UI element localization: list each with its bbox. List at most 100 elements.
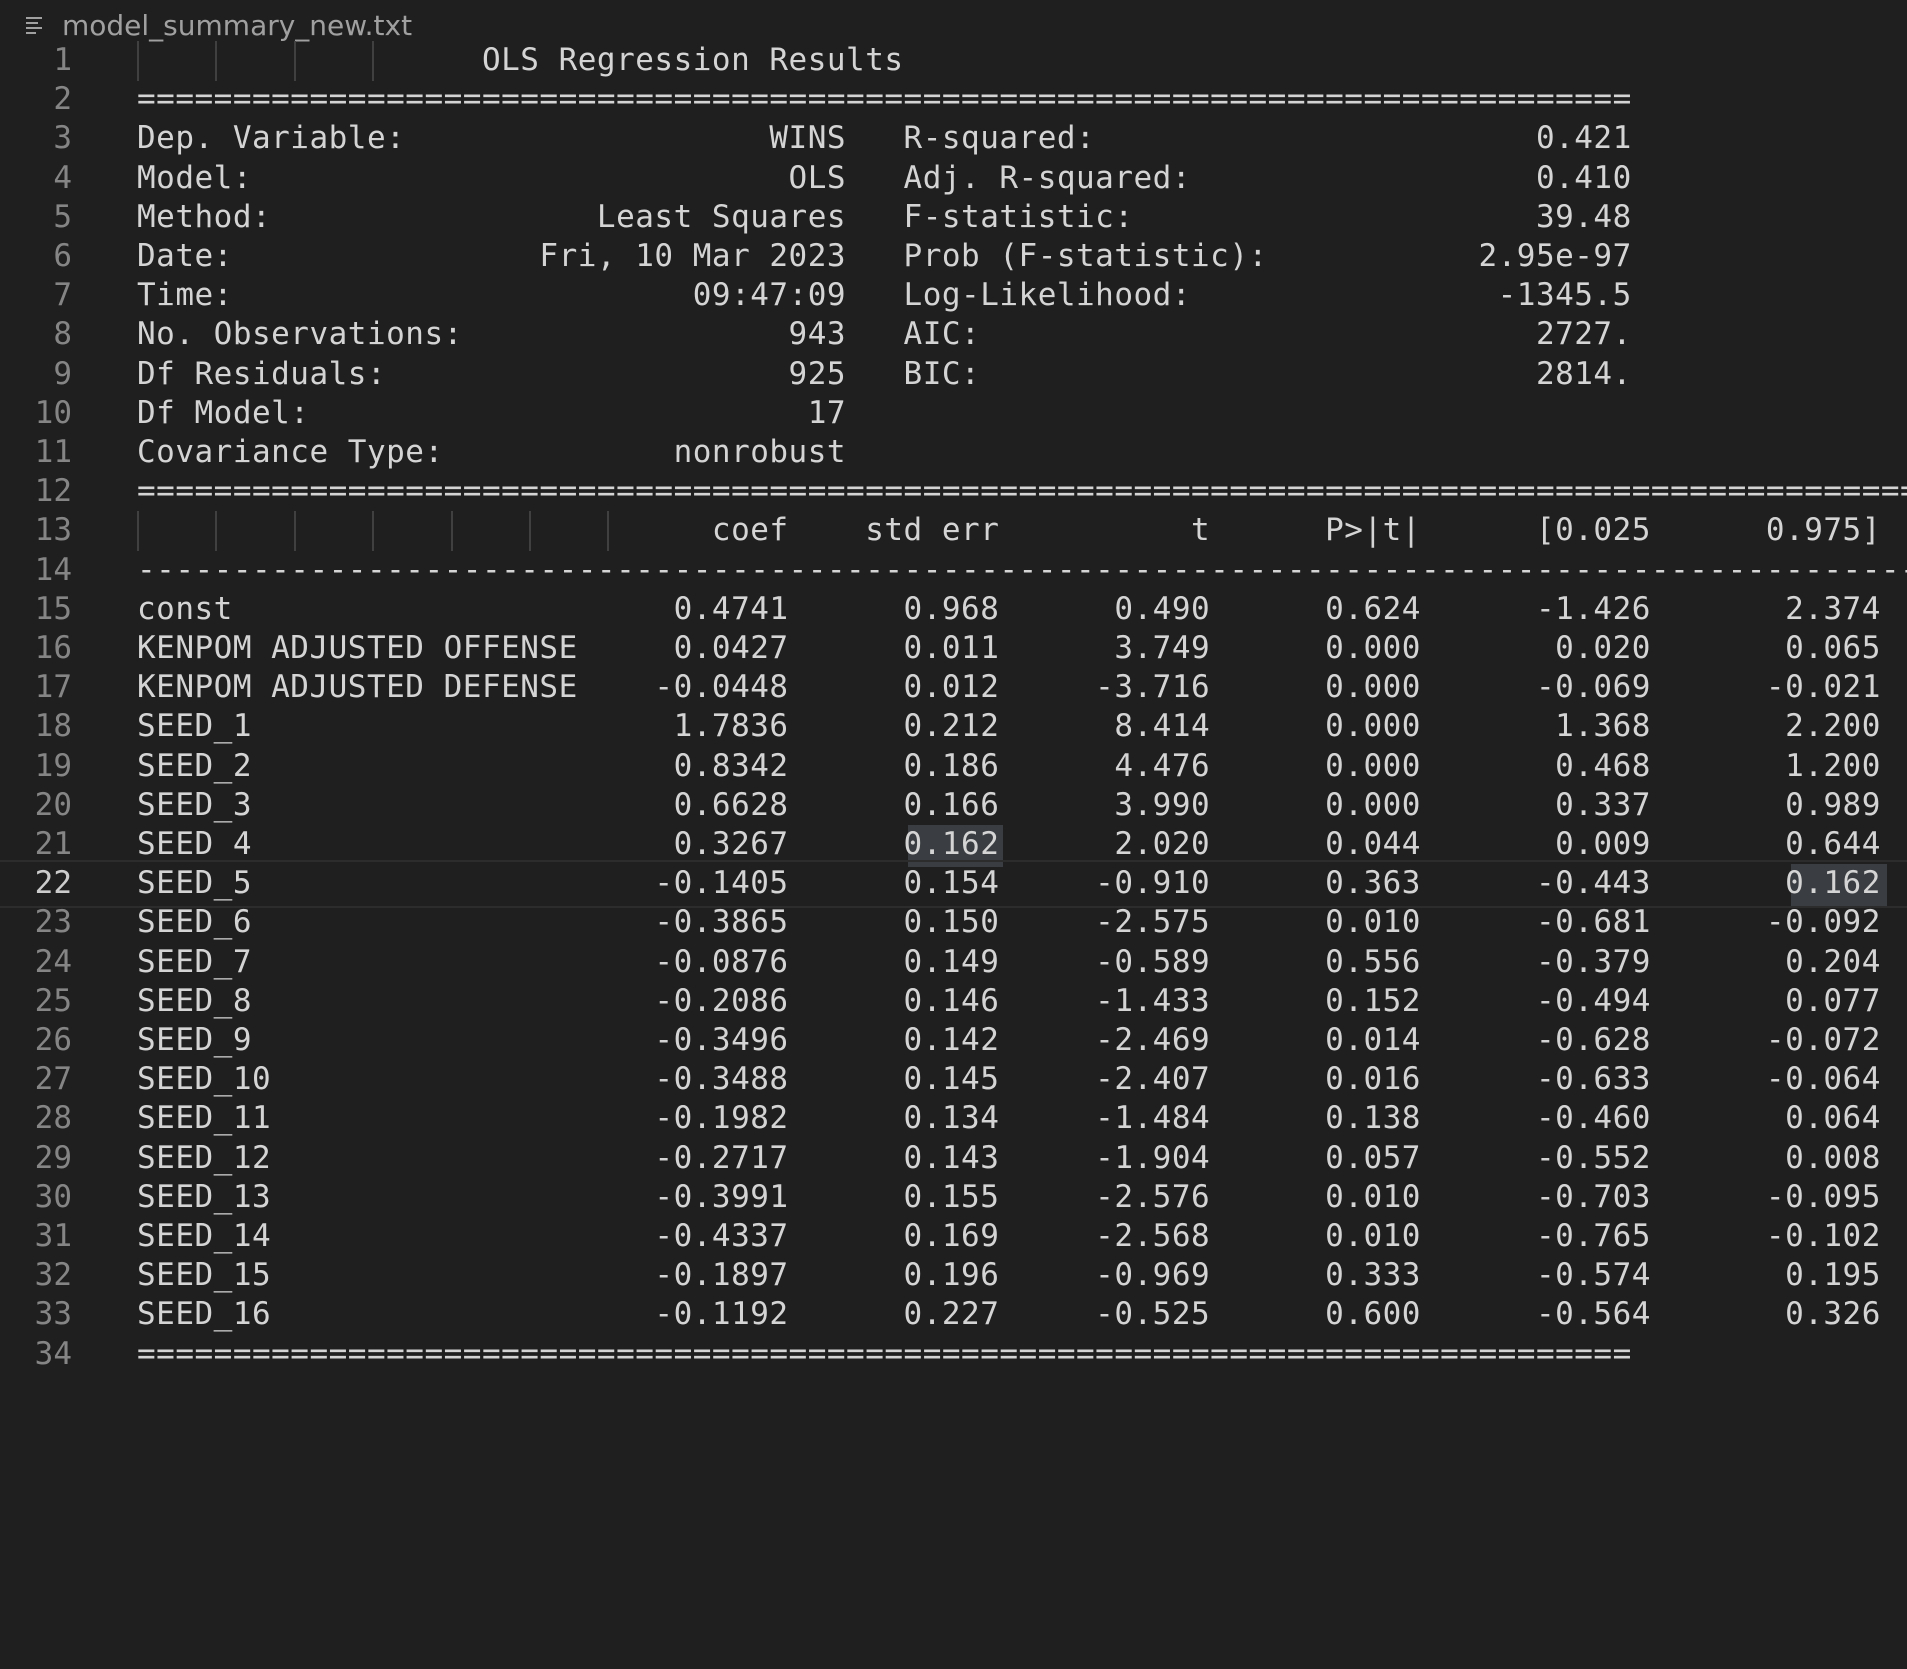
line-text[interactable]: SEED_7 -0.0876 0.149 -0.589 0.556 -0.379… (137, 943, 1881, 980)
editor-tab-bar: model_summary_new.txt (0, 0, 1907, 52)
line-text[interactable]: OLS Regression Results (137, 42, 904, 78)
line-number: 5 (53, 198, 72, 235)
selection-highlight (1791, 864, 1887, 907)
editor-line[interactable]: 13 coef std err t P>|t| [0.025 0.975] (0, 507, 1907, 555)
line-text[interactable]: ----------------------------------------… (137, 551, 1907, 588)
line-number: 2 (53, 81, 72, 118)
line-number: 24 (34, 943, 72, 980)
editor-line[interactable]: 8 No. Observations: 943 AIC: 2727. (0, 311, 1907, 359)
line-number: 18 (34, 708, 72, 745)
line-text[interactable]: SEED_3 0.6628 0.166 3.990 0.000 0.337 0.… (137, 786, 1881, 823)
editor-line[interactable]: 3 Dep. Variable: WINS R-squared: 0.421 (0, 115, 1907, 163)
line-text[interactable]: Date: Fri, 10 Mar 2023 Prob (F-statistic… (137, 238, 1632, 274)
line-number: 10 (34, 394, 72, 431)
editor-line[interactable]: 22 SEED_5 -0.1405 0.154 -0.910 0.363 -0.4… (0, 860, 1907, 908)
editor-line[interactable]: 7 Time: 09:47:09 Log-Likelihood: -1345.5 (0, 272, 1907, 320)
editor-line[interactable]: 16 KENPOM ADJUSTED OFFENSE 0.0427 0.011 3… (0, 625, 1907, 673)
editor-line[interactable]: 19 SEED_2 0.8342 0.186 4.476 0.000 0.468 … (0, 743, 1907, 791)
editor-line[interactable]: 9 Df Residuals: 925 BIC: 2814. (0, 351, 1907, 399)
line-text[interactable]: Model: OLS Adj. R-squared: 0.410 (137, 159, 1632, 196)
line-text[interactable]: SEED_14 -0.4337 0.169 -2.568 0.010 -0.76… (137, 1218, 1881, 1254)
editor-line[interactable]: 30 SEED_13 -0.3991 0.155 -2.576 0.010 -0.… (0, 1174, 1907, 1222)
editor-line[interactable]: 10 Df Model: 17 (0, 390, 1907, 438)
editor-line[interactable]: 29 SEED_12 -0.2717 0.143 -1.904 0.057 -0.… (0, 1135, 1907, 1183)
line-text[interactable]: ========================================… (137, 81, 1632, 118)
editor-line[interactable]: 25 SEED_8 -0.2086 0.146 -1.433 0.152 -0.4… (0, 978, 1907, 1026)
editor-line[interactable]: 1 OLS Regression Results (0, 37, 1907, 85)
indent-guide (137, 41, 139, 81)
line-number: 16 (34, 630, 72, 666)
line-text[interactable]: SEED_13 -0.3991 0.155 -2.576 0.010 -0.70… (137, 1178, 1881, 1215)
indent-guide (215, 511, 218, 552)
line-number: 6 (53, 238, 72, 274)
editor-line[interactable]: 4 Model: OLS Adj. R-squared: 0.410 (0, 155, 1907, 203)
editor-line[interactable]: 27 SEED_10 -0.3488 0.145 -2.407 0.016 -0.… (0, 1056, 1907, 1104)
line-text[interactable]: SEED_12 -0.2717 0.143 -1.904 0.057 -0.55… (137, 1139, 1881, 1176)
line-text[interactable]: No. Observations: 943 AIC: 2727. (137, 316, 1632, 353)
line-number: 26 (34, 1022, 72, 1058)
indent-guide (293, 511, 296, 552)
editor-line[interactable]: 28 SEED_11 -0.1982 0.134 -1.484 0.138 -0.… (0, 1095, 1907, 1143)
line-text[interactable]: Df Residuals: 925 BIC: 2814. (137, 355, 1632, 392)
line-text[interactable]: SEED_10 -0.3488 0.145 -2.407 0.016 -0.63… (137, 1061, 1881, 1098)
line-text[interactable]: coef std err t P>|t| [0.025 0.975] (137, 512, 1881, 549)
editor-line[interactable]: 20 SEED_3 0.6628 0.166 3.990 0.000 0.337 … (0, 782, 1907, 830)
editor-line[interactable]: 26 SEED_9 -0.3496 0.142 -2.469 0.014 -0.6… (0, 1017, 1907, 1065)
indent-guide (372, 41, 375, 81)
tab-title[interactable]: model_summary_new.txt (62, 9, 413, 42)
editor-line[interactable]: 21 SEED_4 0.3267 0.162 2.020 0.044 0.009 … (0, 821, 1907, 869)
editor-line[interactable]: 31 SEED_14 -0.4337 0.169 -2.568 0.010 -0.… (0, 1213, 1907, 1261)
line-text[interactable]: const 0.4741 0.968 0.490 0.624 -1.426 2.… (137, 590, 1881, 627)
line-number: 30 (34, 1178, 72, 1215)
line-text[interactable]: SEED_5 -0.1405 0.154 -0.910 0.363 -0.443… (137, 865, 1881, 902)
editor-line[interactable]: 33 SEED_16 -0.1192 0.227 -0.525 0.600 -0.… (0, 1291, 1907, 1339)
line-number: 17 (34, 669, 72, 706)
line-number: 28 (34, 1100, 72, 1137)
editor-line[interactable]: 24 SEED_7 -0.0876 0.149 -0.589 0.556 -0.3… (0, 939, 1907, 987)
indent-guide (607, 511, 610, 552)
line-text[interactable]: Covariance Type: nonrobust (137, 434, 847, 470)
editor-line[interactable]: 32 SEED_15 -0.1897 0.196 -0.969 0.333 -0.… (0, 1252, 1907, 1300)
line-number: 29 (34, 1139, 72, 1176)
editor-line[interactable]: 12 ======================================… (0, 468, 1907, 516)
lines-icon (26, 17, 42, 34)
indent-guide (372, 511, 375, 552)
line-text[interactable]: SEED_16 -0.1192 0.227 -0.525 0.600 -0.56… (137, 1296, 1881, 1333)
line-text[interactable]: SEED_15 -0.1897 0.196 -0.969 0.333 -0.57… (137, 1257, 1881, 1294)
editor-line[interactable]: 34 ======================================… (0, 1331, 1907, 1379)
editor-line[interactable]: 15 const 0.4741 0.968 0.490 0.624 -1.426 … (0, 586, 1907, 634)
editor-line[interactable]: 14 --------------------------------------… (0, 547, 1907, 595)
indent-guide (529, 511, 531, 552)
line-number: 11 (34, 434, 72, 470)
line-text[interactable]: SEED_8 -0.2086 0.146 -1.433 0.152 -0.494… (137, 982, 1881, 1019)
line-text[interactable]: ========================================… (137, 1335, 1632, 1372)
editor-line[interactable]: 6 Date: Fri, 10 Mar 2023 Prob (F-statisti… (0, 233, 1907, 281)
line-text[interactable]: KENPOM ADJUSTED OFFENSE 0.0427 0.011 3.7… (137, 630, 1881, 666)
editor-line[interactable]: 17 KENPOM ADJUSTED DEFENSE -0.0448 0.012 … (0, 664, 1907, 712)
line-text[interactable]: Method: Least Squares F-statistic: 39.48 (137, 198, 1632, 235)
editor-line[interactable]: 2 =======================================… (0, 76, 1907, 124)
line-text[interactable]: SEED_1 1.7836 0.212 8.414 0.000 1.368 2.… (137, 708, 1881, 745)
line-text[interactable]: SEED_9 -0.3496 0.142 -2.469 0.014 -0.628… (137, 1022, 1881, 1058)
editor-line[interactable]: 11 Covariance Type: nonrobust (0, 429, 1907, 477)
line-text[interactable]: ========================================… (137, 473, 1907, 510)
line-number: 3 (53, 120, 72, 157)
line-number: 1 (53, 42, 72, 78)
line-text[interactable]: Df Model: 17 (137, 394, 847, 431)
editor-line[interactable]: 18 SEED_1 1.7836 0.212 8.414 0.000 1.368 … (0, 703, 1907, 751)
line-text[interactable]: SEED_4 0.3267 0.162 2.020 0.044 0.009 0.… (137, 826, 1881, 862)
line-text[interactable]: SEED_11 -0.1982 0.134 -1.484 0.138 -0.46… (137, 1100, 1881, 1137)
line-text[interactable]: Dep. Variable: WINS R-squared: 0.421 (137, 120, 1632, 157)
editor-line[interactable]: 5 Method: Least Squares F-statistic: 39.4… (0, 194, 1907, 242)
line-text[interactable]: SEED_6 -0.3865 0.150 -2.575 0.010 -0.681… (137, 904, 1881, 941)
editor-line[interactable]: 23 SEED_6 -0.3865 0.150 -2.575 0.010 -0.6… (0, 899, 1907, 947)
selection-highlight (908, 825, 1003, 867)
indent-guide (215, 41, 218, 81)
line-text[interactable]: Time: 09:47:09 Log-Likelihood: -1345.5 (137, 277, 1632, 314)
line-text[interactable]: KENPOM ADJUSTED DEFENSE -0.0448 0.012 -3… (137, 669, 1881, 706)
line-text[interactable]: SEED_2 0.8342 0.186 4.476 0.000 0.468 1.… (137, 747, 1881, 784)
line-number: 25 (34, 982, 72, 1019)
text-editor[interactable]: 1 OLS Regression Results 2 ===============… (0, 41, 1907, 1669)
line-number: 34 (34, 1335, 72, 1372)
line-number: 15 (34, 590, 72, 627)
